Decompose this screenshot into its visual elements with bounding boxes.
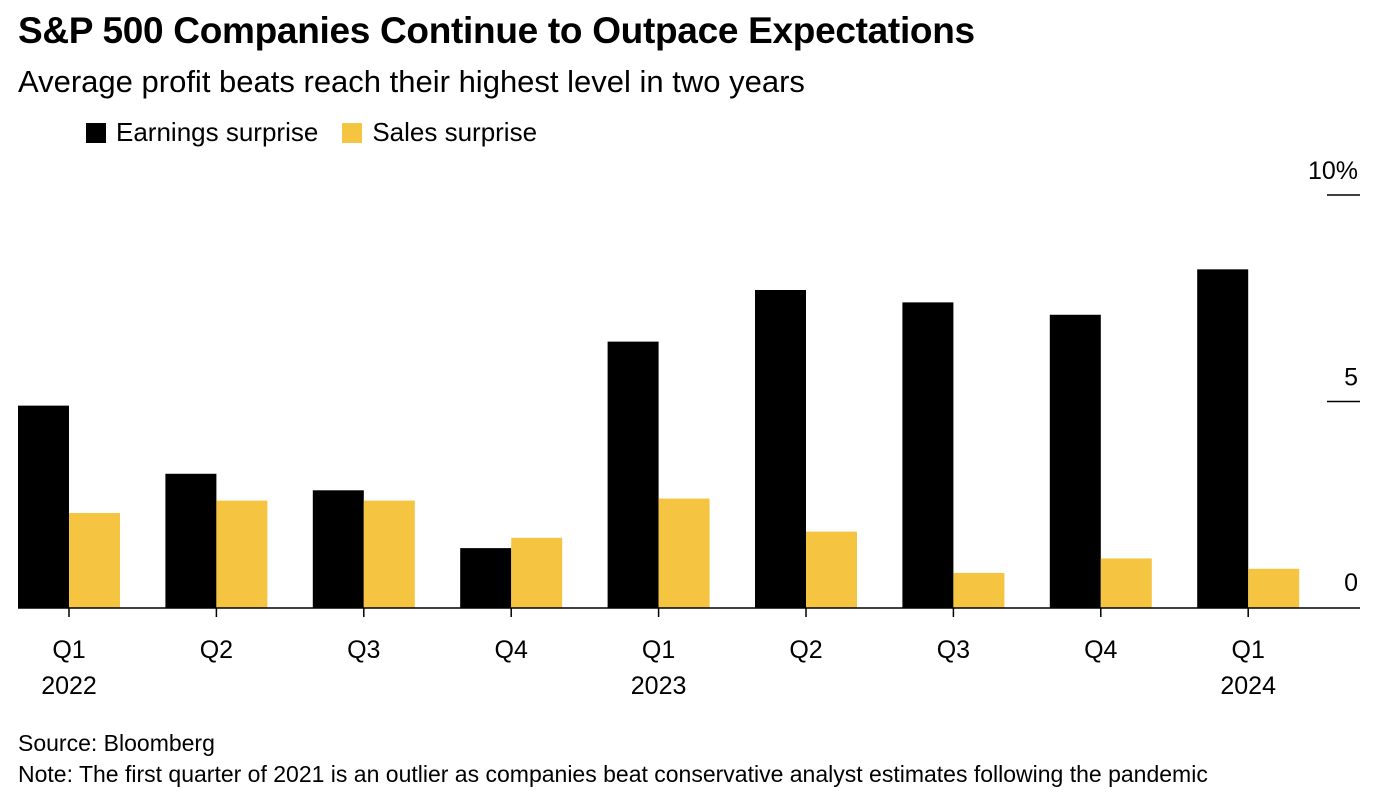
sales-bar-5: [658, 498, 710, 608]
y-tick-label-1: 0: [1344, 569, 1358, 597]
x-tick-label-9: Q1: [1232, 636, 1265, 664]
x-tick-label-7: Q3: [937, 636, 970, 664]
x-tick-year-5: 2023: [631, 672, 687, 700]
sales-bar-3: [363, 500, 415, 608]
x-tick-label-4: Q4: [495, 636, 528, 664]
earnings-bar-7: [902, 302, 954, 608]
footnote: Note: The first quarter of 2021 is an ou…: [18, 761, 1208, 787]
earnings-bar-6: [755, 289, 806, 608]
sales-bar-8: [1100, 558, 1152, 608]
sales-bar-9: [1248, 568, 1300, 608]
earnings-bar-3: [312, 490, 364, 608]
sales-bar-4: [511, 537, 563, 608]
earnings-bar-1: [18, 405, 69, 608]
y-tick-label-2: 5: [1344, 364, 1358, 392]
source-note: Source: Bloomberg: [18, 730, 215, 756]
x-tick-year-9: 2024: [1220, 672, 1276, 700]
legend-label-sales: Sales surprise: [372, 117, 538, 147]
x-tick-label-3: Q3: [347, 636, 380, 664]
y-tick-label-3: 10%: [1308, 157, 1358, 185]
sales-bar-7: [953, 572, 1005, 608]
x-tick-year-1: 2022: [41, 672, 97, 700]
earnings-bar-2: [165, 473, 217, 608]
x-tick-label-6: Q2: [789, 636, 822, 664]
sales-bar-2: [216, 500, 268, 608]
legend-swatch-earnings: [86, 122, 106, 143]
earnings-bar-5: [607, 341, 659, 608]
legend: Earnings surprise Sales surprise: [86, 117, 561, 148]
chart-title: S&P 500 Companies Continue to Outpace Ex…: [18, 10, 975, 51]
x-tick-label-2: Q2: [200, 636, 233, 664]
sales-bar-6: [806, 531, 857, 608]
legend-label-earnings: Earnings surprise: [116, 117, 319, 147]
x-tick-label-5: Q1: [642, 636, 675, 664]
earnings-bar-4: [460, 548, 512, 608]
earnings-bar-8: [1049, 314, 1101, 608]
x-tick-label-8: Q4: [1084, 636, 1117, 664]
sales-bar-1: [69, 513, 120, 608]
legend-item-sales: Sales surprise: [342, 117, 537, 148]
legend-item-earnings: Earnings surprise: [86, 117, 318, 148]
earnings-bar-9: [1197, 269, 1249, 608]
chart-subtitle: Average profit beats reach their highest…: [18, 64, 805, 99]
legend-swatch-sales: [342, 122, 363, 143]
x-tick-label-1: Q1: [52, 636, 85, 664]
